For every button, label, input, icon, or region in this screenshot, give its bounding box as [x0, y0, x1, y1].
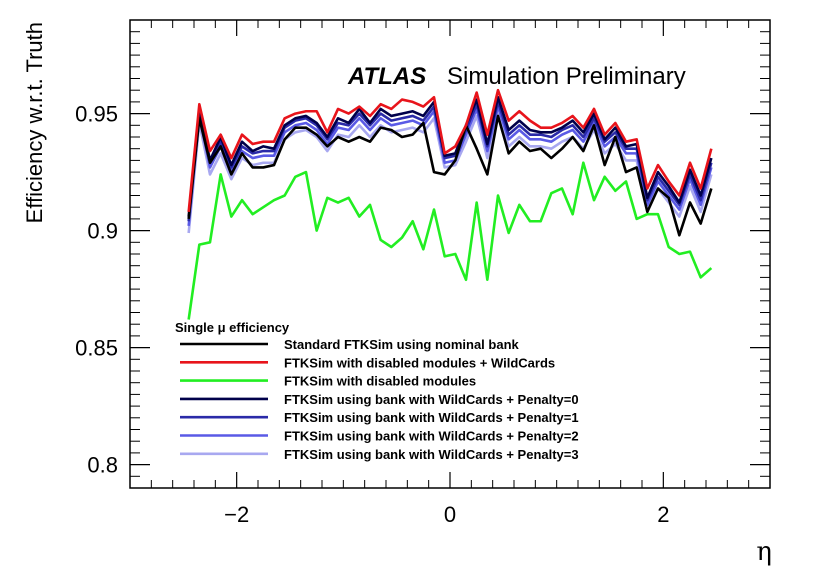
legend-entry-0: Standard FTKSim using nominal bank [284, 337, 520, 352]
legend-title: Single μ efficiency [175, 320, 290, 335]
series-line-1 [187, 88, 713, 213]
series-line-2 [187, 161, 713, 320]
axis-ticks: −2 0 2 0.8 0.85 0.9 0.95 [75, 19, 771, 527]
atlas-label: ATLAS [347, 63, 426, 90]
y-tick-label: 0.8 [87, 453, 118, 478]
y-tick-label: 0.9 [87, 219, 118, 244]
y-axis-title: Efficiency w.r.t. Truth [22, 22, 47, 223]
atlas-subtitle: Simulation Preliminary [447, 63, 686, 90]
legend-entry-1: FTKSim with disabled modules + WildCards [284, 355, 555, 370]
y-tick-label: 0.95 [75, 102, 118, 127]
legend-entry-4: FTKSim using bank with WildCards + Penal… [284, 410, 579, 425]
x-axis-title: η [756, 537, 772, 567]
legend-entry-3: FTKSim using bank with WildCards + Penal… [284, 392, 579, 407]
legend-entry-5: FTKSim using bank with WildCards + Penal… [284, 429, 579, 444]
x-tick-label: 2 [657, 502, 669, 527]
series-lines [187, 88, 713, 320]
y-tick-label: 0.85 [75, 336, 118, 361]
legend: Single μ efficiency Standard FTKSim usin… [175, 320, 579, 462]
legend-entry-2: FTKSim with disabled modules [284, 374, 476, 389]
series-line-0 [187, 114, 713, 237]
series-line-3 [187, 95, 713, 217]
series-line-5 [187, 105, 713, 227]
x-tick-label: 0 [444, 502, 456, 527]
x-tick-label: −2 [224, 502, 249, 527]
legend-entry-6: FTKSim using bank with WildCards + Penal… [284, 447, 579, 462]
